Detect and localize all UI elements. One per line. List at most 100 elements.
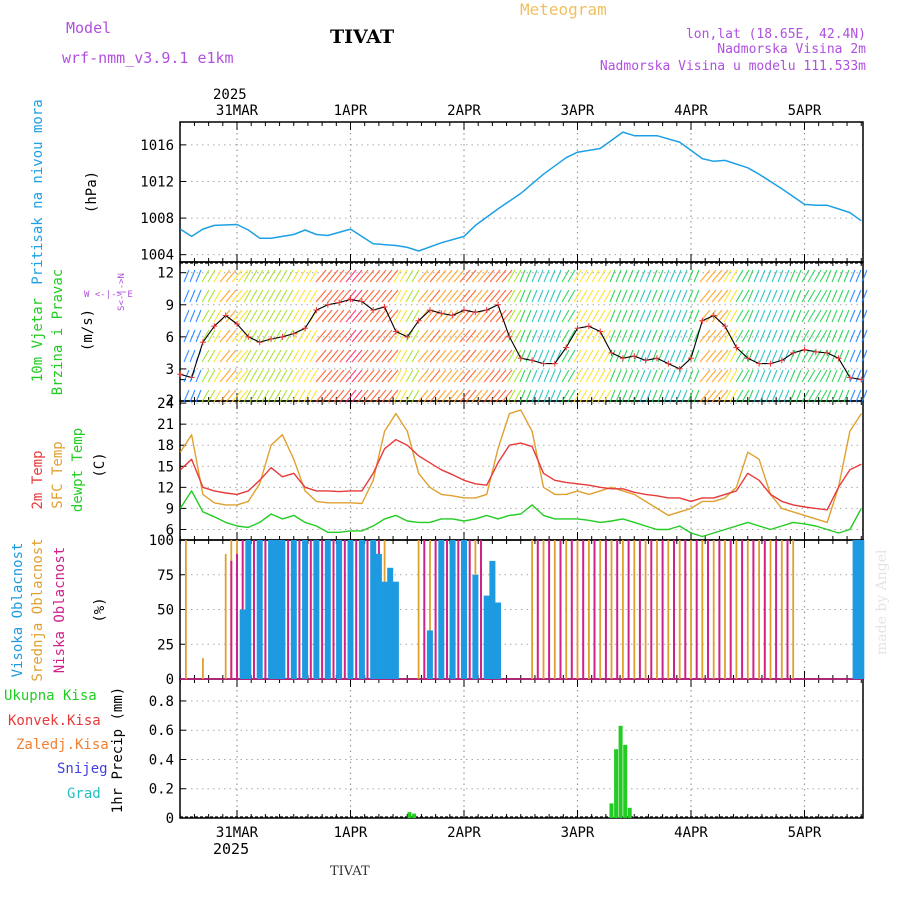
wind-barb — [591, 369, 600, 383]
bottom-date-label: 1APR — [334, 825, 368, 841]
wind-barb — [573, 389, 582, 403]
cloud-bar — [604, 540, 607, 679]
wind-barb — [711, 289, 723, 303]
wind-barb — [327, 349, 339, 363]
wind-barb — [405, 369, 414, 383]
wind-barb — [585, 309, 594, 323]
wind-barb — [471, 269, 483, 283]
wind-barb — [495, 389, 507, 403]
wind-barb — [669, 389, 676, 403]
cloud-bar — [236, 553, 238, 679]
wind-barb — [573, 309, 582, 323]
wind-barb — [225, 329, 237, 343]
wind-barb — [645, 329, 652, 343]
cloud-bar — [627, 540, 630, 679]
wind-barb — [741, 269, 750, 283]
wind-barb — [255, 269, 264, 283]
wind-barb — [759, 389, 766, 403]
wind-barb — [777, 289, 784, 303]
wind-barb — [615, 269, 622, 283]
wind-barb — [441, 349, 453, 363]
wind-gust-marker — [608, 349, 615, 356]
wind-barb — [279, 389, 288, 403]
wind-barb — [327, 269, 339, 283]
wind-barb — [753, 369, 760, 383]
wind-barb — [213, 309, 222, 323]
wind-barb — [675, 369, 682, 383]
wind-gust-marker — [540, 360, 547, 367]
wind-barb — [855, 269, 862, 283]
wind-barb — [759, 289, 766, 303]
cloud-bar — [332, 540, 335, 679]
wind-barb — [543, 329, 550, 343]
wind-barb — [675, 309, 682, 323]
cloud-bar — [202, 658, 204, 679]
wind-barb — [825, 289, 832, 303]
wind-barb — [303, 349, 312, 363]
wind-barb — [255, 329, 264, 343]
wind-barb — [309, 389, 318, 403]
wind-barb — [675, 349, 682, 363]
cloud-bar — [656, 540, 658, 679]
wind-barb — [687, 269, 694, 283]
wind-barb — [693, 269, 700, 283]
wind-barb — [681, 289, 688, 303]
cloud-bar — [644, 540, 647, 679]
wind-barb — [633, 289, 640, 303]
wind-gust-marker — [699, 317, 706, 324]
wind-barb — [681, 369, 688, 383]
wind-barb — [549, 349, 556, 363]
wind-barb — [387, 389, 399, 403]
wind-barb — [513, 329, 522, 343]
station-title: TIVAT — [330, 26, 394, 48]
year-label-bottom: 2025 — [213, 840, 249, 858]
y-tick-label: 0.6 — [149, 723, 174, 739]
wind-barb — [705, 389, 717, 403]
wind-barb — [447, 389, 459, 403]
cloud-bar — [599, 540, 602, 679]
wind-barb — [477, 349, 489, 363]
wind-barb — [267, 309, 276, 323]
wind-barb — [321, 289, 333, 303]
wind-barb — [831, 369, 838, 383]
wind-compass-v: S<-|->N — [117, 273, 127, 311]
wind-barb — [285, 289, 294, 303]
cloud-bar — [616, 540, 619, 679]
wind-barb — [843, 369, 850, 383]
wind-barb — [489, 269, 501, 283]
wind-barb — [315, 309, 327, 323]
wind-barb — [339, 389, 351, 403]
wind-barb — [687, 289, 694, 303]
wind-barb — [579, 329, 588, 343]
wind-barb — [651, 369, 658, 383]
cloud-bar — [769, 540, 772, 679]
wind-barb — [183, 309, 190, 323]
wind-barb — [243, 349, 252, 363]
wind-barb — [747, 289, 754, 303]
cloud-bar — [302, 540, 309, 679]
wind-barb — [759, 309, 766, 323]
wind-barb — [597, 329, 606, 343]
wind-barb — [303, 289, 312, 303]
y-tick-label: 50 — [157, 603, 174, 619]
wind-barb — [429, 349, 441, 363]
wind-barb — [375, 289, 387, 303]
cloud-bar — [724, 540, 726, 679]
wind-gust-marker — [256, 339, 263, 346]
wind-barb — [639, 349, 646, 363]
wind-barb — [711, 329, 723, 343]
wind-barb — [723, 349, 732, 363]
y-tick-label: 9 — [166, 298, 174, 314]
wind-barb — [219, 289, 231, 303]
wind-barb — [489, 369, 501, 383]
wind-barb — [429, 329, 441, 343]
wind-barb — [507, 309, 516, 323]
wind-barb — [237, 369, 249, 383]
footer-station: TIVAT — [330, 864, 370, 879]
wind-barb — [339, 289, 351, 303]
wind-barb — [789, 309, 796, 323]
wind-barb — [843, 289, 850, 303]
wind-barb — [699, 369, 711, 383]
wind-barb — [771, 309, 778, 323]
